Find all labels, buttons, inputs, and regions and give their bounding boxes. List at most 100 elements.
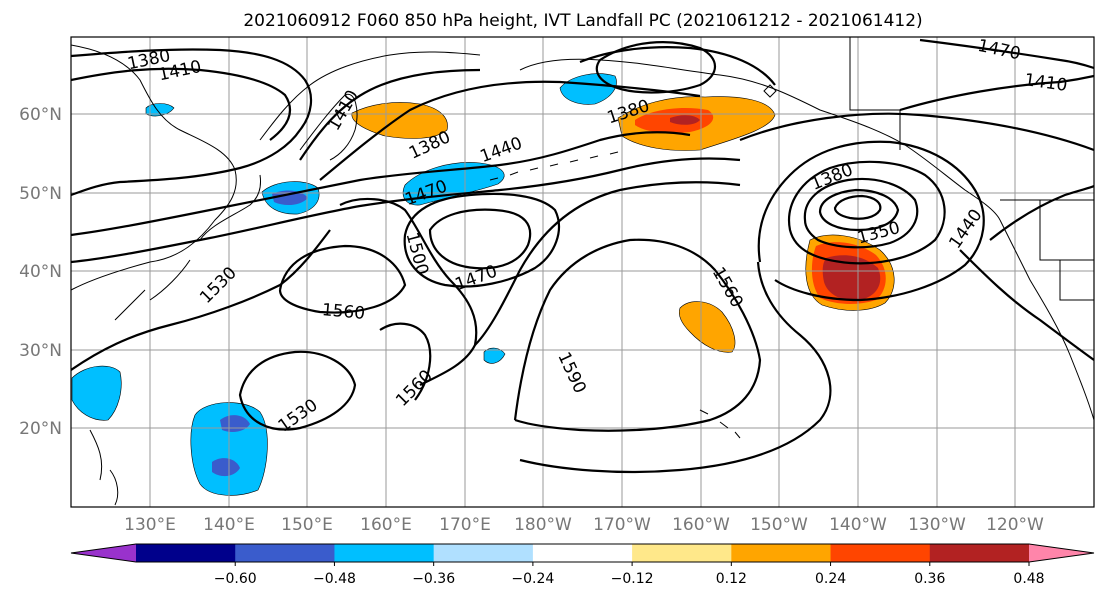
colorbar-swatch	[235, 544, 335, 562]
north-america-coastline	[999, 219, 1094, 421]
lon-label: 130°W	[908, 515, 966, 535]
korea-japan-coastline	[114, 174, 261, 321]
contour-line	[833, 194, 882, 220]
colorbar-extension-min	[71, 544, 136, 562]
contour-line	[989, 184, 1094, 241]
contour-line	[71, 229, 331, 371]
lon-label: 160°E	[360, 515, 412, 535]
hawaii-islands	[699, 409, 741, 439]
lon-label: 170°E	[439, 515, 491, 535]
positive-ivt-region	[679, 301, 736, 353]
contour-label: 1530	[275, 395, 322, 436]
contour-line	[513, 238, 762, 432]
colorbar-swatch	[433, 544, 534, 562]
contour-line	[787, 160, 946, 265]
contour-label: 1350	[855, 218, 902, 249]
contour-line	[71, 48, 313, 197]
contour-label: 1560	[321, 300, 366, 324]
colorbar-swatch	[136, 544, 236, 562]
colorbar: −0.60 −0.48 −0.36 −0.24 −0.12 0.12 0.24 0.36 0.4…	[70, 543, 1095, 587]
longitude-labels: 130°E 140°E 150°E 160°E 170°E 180°W 170°…	[124, 515, 1044, 535]
contour-line	[71, 131, 691, 237]
contour-label: 1530	[196, 263, 241, 308]
coastlines	[71, 37, 1094, 506]
colorbar-tick-label: −0.36	[412, 571, 455, 587]
lat-label: 20°N	[19, 419, 62, 439]
lat-label: 60°N	[19, 105, 62, 125]
colorbar-swatch	[830, 544, 931, 562]
contour-line	[339, 197, 478, 386]
contour-line	[757, 140, 985, 302]
contour-line	[319, 80, 701, 181]
contour-line	[739, 112, 1094, 152]
negative-ivt-core	[272, 190, 308, 206]
contour-label: 1470	[453, 262, 500, 296]
us-canada-border	[1000, 199, 1094, 301]
contour-line	[71, 157, 741, 264]
colorbar-tick-label: 0.12	[716, 571, 747, 587]
colorbar-outline	[70, 543, 1095, 563]
lat-label: 50°N	[19, 184, 62, 204]
map-diamond-marker	[763, 84, 777, 98]
contour-line	[959, 249, 1094, 361]
negative-ivt-region	[402, 162, 505, 206]
contour-line	[71, 67, 292, 141]
colorbar-extension-max	[1029, 544, 1094, 562]
positive-ivt-core	[670, 115, 700, 125]
contour-line	[379, 322, 432, 401]
lat-label: 30°N	[19, 341, 62, 361]
colorbar-tick-label: 0.24	[815, 571, 846, 587]
colorbar-tick-label: −0.60	[214, 571, 257, 587]
negative-ivt-region	[145, 103, 175, 117]
contour-line	[803, 177, 919, 249]
ivt-shading	[71, 73, 895, 496]
contour-line	[474, 181, 741, 346]
lon-label: 150°E	[281, 515, 333, 535]
contour-line	[899, 74, 1094, 112]
colorbar-swatch	[632, 544, 732, 562]
lon-label: 140°E	[203, 515, 255, 535]
contour-line	[519, 261, 832, 474]
contour-line	[595, 41, 717, 94]
asia-coastline	[71, 44, 237, 291]
latitude-labels: 60°N 50°N 40°N 30°N 20°N	[19, 105, 62, 439]
negative-ivt-region	[71, 365, 122, 421]
lon-label: 140°W	[829, 515, 887, 535]
lon-label: 170°W	[593, 515, 651, 535]
negative-ivt-core	[212, 458, 240, 477]
contour-label: 1380	[808, 160, 856, 195]
colorbar-tick-label: 0.36	[914, 571, 945, 587]
lon-label: 180°W	[514, 515, 572, 535]
colorbar-swatch	[532, 544, 633, 562]
negative-ivt-region	[483, 347, 506, 364]
colorbar-swatch	[929, 544, 1030, 562]
colorbar-swatch	[334, 544, 435, 562]
contour-line	[428, 208, 532, 270]
colorbar-tick-label: −0.12	[611, 571, 654, 587]
contour-line	[818, 188, 900, 232]
contour-label: 1560	[392, 366, 437, 411]
lon-label: 160°W	[672, 515, 730, 535]
graticule	[71, 37, 1094, 507]
colorbar-swatch	[731, 544, 832, 562]
positive-ivt-region	[351, 102, 448, 139]
height-contours	[71, 38, 1094, 474]
lat-label: 40°N	[19, 262, 62, 282]
contour-label: 1590	[553, 349, 589, 397]
positive-ivt-core	[822, 255, 881, 301]
contour-label: 1440	[945, 206, 986, 253]
kamchatka-coastline	[259, 51, 481, 161]
contour-line	[299, 68, 481, 161]
lon-label: 120°W	[986, 515, 1044, 535]
colorbar-tick-label: 0.48	[1013, 571, 1044, 587]
canada-border	[849, 37, 901, 150]
contour-label: 1410	[1023, 70, 1069, 96]
contour-line	[919, 38, 1094, 70]
figure-title: 2021060912 F060 850 hPa height, IVT Land…	[243, 11, 922, 31]
aleutian-islands	[489, 151, 619, 181]
map-frame	[70, 36, 1095, 508]
contour-line	[579, 46, 776, 86]
philippines-coastline	[89, 429, 119, 506]
colorbar-tick-label: −0.24	[511, 571, 554, 587]
